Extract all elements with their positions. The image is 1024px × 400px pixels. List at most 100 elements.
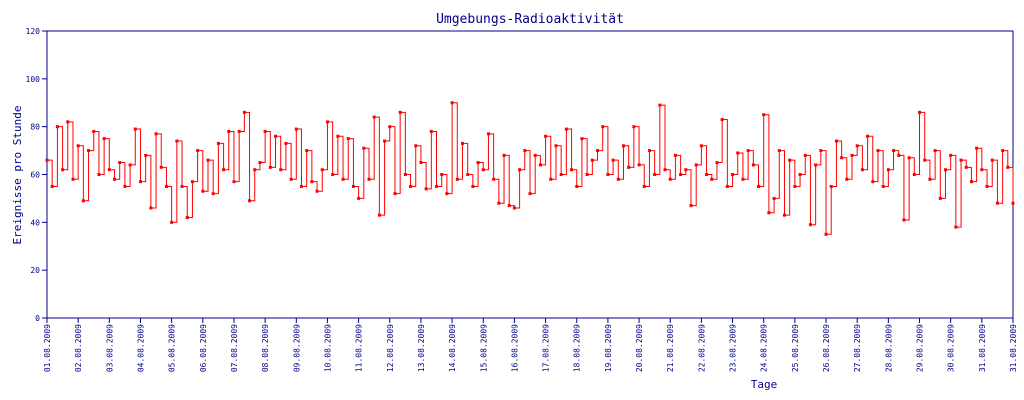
data-point — [819, 149, 823, 153]
data-point — [834, 139, 838, 143]
data-point — [367, 177, 371, 181]
data-point — [1011, 201, 1015, 205]
data-point — [237, 129, 241, 133]
x-tick-label: 29.08.2009 — [916, 324, 925, 372]
data-point — [627, 165, 631, 169]
data-point — [814, 163, 818, 167]
data-point — [679, 173, 683, 176]
data-point — [689, 204, 693, 208]
data-point — [824, 232, 828, 236]
data-point — [133, 127, 137, 131]
data-point — [845, 177, 849, 181]
data-point — [61, 168, 65, 172]
data-point — [705, 173, 709, 176]
data-point — [471, 184, 475, 188]
x-tick-label: 28.08.2009 — [884, 324, 893, 372]
data-point — [159, 165, 163, 169]
data-point — [196, 149, 200, 153]
data-point — [803, 153, 807, 157]
data-point — [829, 184, 833, 188]
data-point — [357, 196, 361, 200]
data-point — [310, 180, 314, 184]
data-point — [767, 211, 771, 215]
data-point — [746, 149, 750, 153]
data-point — [871, 180, 875, 184]
data-point — [855, 144, 859, 148]
data-point — [518, 168, 522, 172]
data-point — [222, 168, 226, 172]
data-point — [892, 149, 896, 153]
data-point — [684, 168, 688, 172]
data-point — [372, 115, 376, 119]
data-point — [351, 184, 355, 188]
data-point — [798, 173, 802, 176]
data-point — [268, 165, 272, 169]
data-point — [964, 165, 968, 169]
data-point — [455, 177, 459, 181]
data-point — [305, 149, 309, 153]
data-point — [731, 173, 735, 176]
data-point — [362, 146, 366, 150]
data-point — [938, 196, 942, 200]
series-line — [47, 102, 1014, 235]
data-point — [190, 180, 194, 184]
x-tick-label: 15.08.2009 — [479, 324, 488, 372]
data-point — [673, 153, 677, 157]
data-point — [621, 144, 625, 148]
x-tick-label: 25.08.2009 — [791, 324, 800, 372]
data-point — [66, 120, 70, 124]
data-point — [388, 125, 392, 129]
data-point — [97, 173, 101, 176]
data-point — [570, 168, 574, 172]
data-point — [492, 177, 496, 181]
data-point — [383, 139, 387, 143]
data-point — [850, 153, 854, 157]
data-point — [777, 149, 781, 153]
data-point — [699, 144, 703, 148]
data-point — [544, 134, 548, 138]
data-point — [642, 184, 646, 188]
data-point — [564, 127, 568, 131]
data-point — [481, 168, 485, 172]
data-point — [907, 156, 911, 160]
data-point — [720, 117, 724, 121]
data-point — [164, 184, 168, 188]
data-point — [528, 192, 532, 196]
data-point — [668, 177, 672, 181]
data-point — [180, 184, 184, 188]
x-tick-label: 16.08.2009 — [510, 324, 519, 372]
data-point — [980, 168, 984, 172]
data-point — [435, 184, 439, 188]
data-point — [377, 213, 381, 217]
data-point — [549, 177, 553, 181]
data-point — [616, 177, 620, 181]
y-axis-label: Ereignisse pro Stunde — [11, 105, 24, 244]
data-point — [466, 173, 470, 176]
data-point — [876, 149, 880, 153]
data-point — [414, 144, 418, 148]
data-point — [969, 180, 973, 184]
data-point — [860, 168, 864, 172]
data-point — [325, 120, 329, 124]
data-point — [154, 132, 158, 136]
data-point — [1001, 149, 1005, 153]
y-tick-label: 40 — [30, 218, 40, 227]
data-point — [138, 180, 142, 184]
x-tick-label: 07.08.2009 — [230, 324, 239, 372]
x-tick-label: 23.08.2009 — [729, 324, 738, 372]
data-point — [102, 137, 106, 141]
data-point — [933, 149, 937, 153]
data-point — [694, 163, 698, 167]
data-point — [170, 220, 174, 224]
data-point — [523, 149, 527, 153]
data-point — [772, 196, 776, 200]
data-point — [663, 168, 667, 172]
x-tick-label: 03.08.2009 — [105, 324, 114, 372]
data-point — [985, 184, 989, 188]
data-point — [211, 192, 215, 196]
data-point — [647, 149, 651, 153]
x-tick-label: 18.08.2009 — [573, 324, 582, 372]
data-point — [554, 144, 558, 148]
data-point — [206, 158, 210, 162]
data-point — [71, 177, 75, 181]
